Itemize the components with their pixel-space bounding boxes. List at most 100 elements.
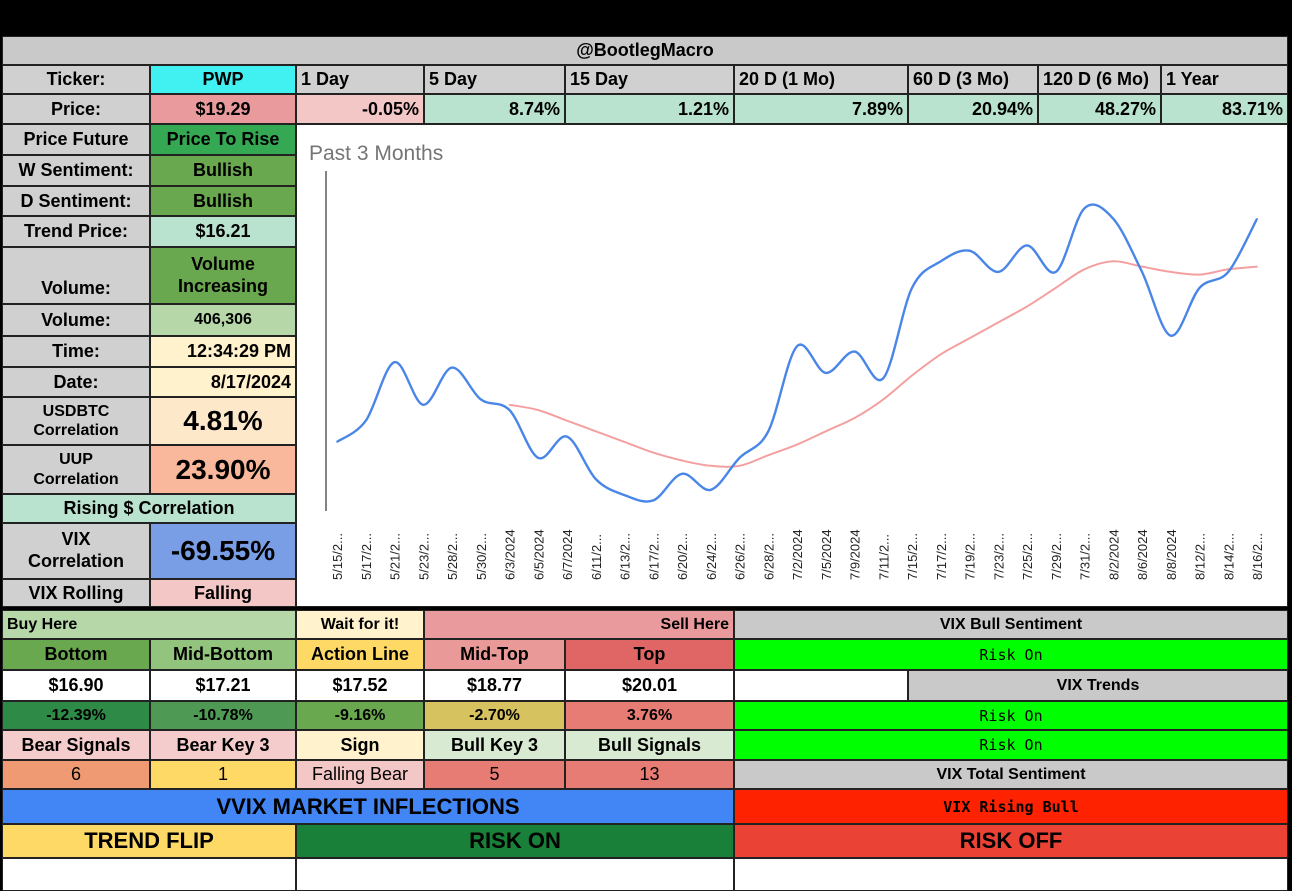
data-point-trend — [911, 374, 913, 377]
data-point-trend — [566, 419, 568, 422]
signal-header-bull-signals: Bull Signals — [565, 730, 734, 760]
data-point-price — [997, 271, 1000, 273]
data-point-trend — [1112, 260, 1115, 263]
signal-header-bear-key-3: Bear Key 3 — [150, 730, 296, 760]
x-tick-label: 5/28/2... — [445, 533, 460, 580]
return-20-day: 7.89% — [734, 94, 908, 124]
data-point-price — [767, 430, 770, 433]
x-tick-label: 7/5/2024 — [819, 529, 834, 580]
level-price-mid-bottom: $17.21 — [150, 670, 296, 701]
x-tick-label: 8/12/2... — [1193, 533, 1208, 580]
data-point-price — [1227, 271, 1230, 273]
return-1-year: 83.71% — [1161, 94, 1288, 124]
data-point-trend — [1141, 265, 1143, 268]
signal-value-sign: Falling Bear — [296, 760, 424, 789]
risk-on-empty — [296, 858, 734, 891]
data-point-trend — [508, 404, 511, 406]
volume-label: Volume: — [2, 304, 150, 336]
level-header-top: Top — [565, 639, 734, 670]
time-label: Time: — [2, 336, 150, 367]
level-price-top: $20.01 — [565, 670, 734, 701]
vix-rolling-value: Falling — [150, 579, 296, 607]
period-120-day: 120 D (6 Mo) — [1038, 65, 1161, 94]
buy-here-label: Buy Here — [2, 610, 296, 639]
x-tick-label: 7/31/2... — [1078, 533, 1093, 580]
series-line-trend — [509, 260, 1258, 468]
x-tick-label: 8/14/2... — [1221, 533, 1236, 580]
chart-title: Past 3 Months — [309, 142, 443, 165]
vix-bull-sentiment-value: Risk On — [734, 639, 1288, 670]
data-point-trend — [623, 441, 626, 443]
d-sentiment-label: D Sentiment: — [2, 186, 150, 216]
data-point-price — [1026, 244, 1028, 247]
trend-price-value: $16.21 — [150, 216, 296, 247]
x-tick-label: 6/5/2024 — [531, 529, 546, 580]
data-point-trend — [1170, 271, 1172, 273]
vix-total-sentiment-value: VIX Rising Bull — [734, 789, 1288, 824]
return-5-day: 8.74% — [424, 94, 565, 124]
risk-off-empty — [734, 858, 1288, 891]
level-price-bottom: $16.90 — [2, 670, 150, 701]
sell-here-label: Sell Here — [424, 610, 734, 639]
vix-correlation-value: -69.55% — [150, 523, 296, 579]
series-line-price — [336, 203, 1259, 503]
header-title: @BootlegMacro — [2, 36, 1288, 65]
return-60-day: 20.94% — [908, 94, 1038, 124]
level-header-bottom: Bottom — [2, 639, 150, 670]
data-point-price — [738, 457, 741, 459]
data-point-trend — [537, 409, 540, 411]
signal-value-bear-signals: 6 — [2, 760, 150, 789]
signal-header-bear-signals: Bear Signals — [2, 730, 150, 760]
w-sentiment-value: Bullish — [150, 155, 296, 186]
ticker-label: Ticker: — [2, 65, 150, 94]
data-point-price — [566, 435, 568, 438]
data-point-price — [853, 350, 856, 353]
period-1-year: 1 Year — [1161, 65, 1288, 94]
data-point-price — [365, 419, 367, 422]
data-point-trend — [940, 353, 942, 356]
x-tick-label: 7/19/2... — [963, 533, 978, 580]
volume-trend-label: Volume: — [2, 247, 150, 304]
data-point-price — [623, 494, 626, 496]
x-tick-label: 6/3/2024 — [503, 529, 518, 580]
price-label: Price: — [2, 94, 150, 124]
level-pct-action-line: -9.16% — [296, 701, 424, 730]
vix-trends-label: VIX Trends — [908, 670, 1288, 701]
volume-value: 406,306 — [150, 304, 296, 336]
data-point-price — [336, 441, 338, 443]
data-point-price — [537, 457, 540, 459]
data-point-price — [1055, 271, 1057, 273]
price-future-label: Price Future — [2, 124, 150, 155]
chart-panel: Past 3 Months 5/15/2... 5/17/2... 5/21/2..… — [296, 124, 1288, 607]
data-point-price — [1083, 207, 1086, 209]
data-point-price — [968, 249, 971, 252]
x-tick-label: 6/17/2... — [646, 533, 661, 580]
volume-trend-value: Volume Increasing — [150, 247, 296, 304]
data-point-trend — [825, 430, 827, 433]
period-15-day: 15 Day — [565, 65, 734, 94]
trend-flip-empty — [2, 858, 296, 891]
signal-value-bull-key-3: 5 — [424, 760, 565, 789]
level-pct-mid-top: -2.70% — [424, 701, 565, 730]
vix-bull-sentiment-label: VIX Bull Sentiment — [734, 610, 1288, 639]
x-tick-label: 6/7/2024 — [560, 529, 575, 580]
data-point-price — [796, 345, 798, 348]
w-sentiment-label: W Sentiment: — [2, 155, 150, 186]
data-point-trend — [595, 430, 597, 433]
x-tick-label: 6/26/2... — [733, 533, 748, 580]
data-point-price — [652, 499, 655, 502]
data-point-price — [710, 489, 712, 491]
period-1-day: 1 Day — [296, 65, 424, 94]
vix-rolling-label: VIX Rolling — [2, 579, 150, 607]
x-tick-label: 8/8/2024 — [1164, 529, 1179, 580]
ticker-value: PWP — [150, 65, 296, 94]
data-point-trend — [1198, 273, 1201, 276]
rising-dollar-correlation-label: Rising $ Correlation — [2, 494, 296, 523]
data-point-trend — [1026, 305, 1028, 308]
level-price-action-line: $17.52 — [296, 670, 424, 701]
data-point-trend — [1055, 287, 1057, 289]
data-point-trend — [767, 454, 770, 457]
level-header-mid-top: Mid-Top — [424, 639, 565, 670]
x-tick-label: 7/2/2024 — [790, 529, 805, 580]
data-point-trend — [710, 465, 712, 467]
